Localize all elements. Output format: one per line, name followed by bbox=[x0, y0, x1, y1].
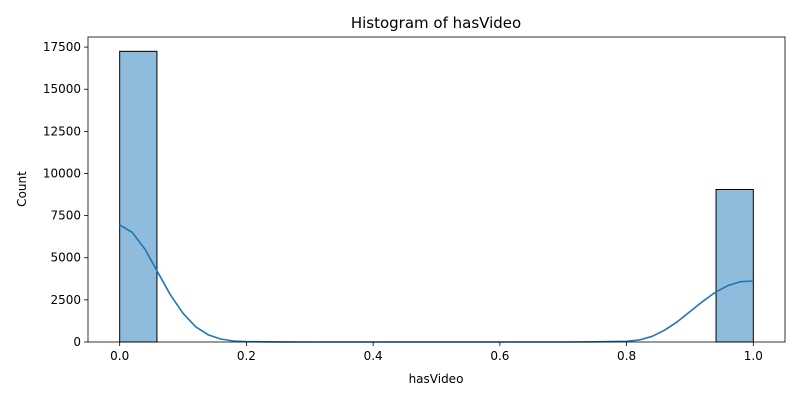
plot-frame bbox=[87, 36, 786, 343]
y-tick-label: 10000 bbox=[43, 166, 81, 180]
x-axis: 0.0 0.2 0.4 0.6 0.8 1.0 bbox=[110, 342, 763, 363]
y-tick-label: 2500 bbox=[50, 293, 81, 307]
y-axis-label: Count bbox=[15, 171, 29, 207]
kde-line bbox=[119, 224, 754, 343]
x-tick-label: 1.0 bbox=[744, 349, 763, 363]
y-tick-label: 7500 bbox=[50, 209, 81, 223]
y-tick-label: 5000 bbox=[50, 251, 81, 265]
chart-title: Histogram of hasVideo bbox=[351, 14, 521, 32]
y-tick-label: 0 bbox=[73, 335, 81, 349]
x-tick-label: 0.4 bbox=[364, 349, 383, 363]
x-axis-label: hasVideo bbox=[409, 372, 464, 386]
x-tick-label: 0.2 bbox=[237, 349, 256, 363]
y-axis: 0 2500 5000 7500 10000 12500 15000 17500 bbox=[43, 40, 88, 349]
x-tick-label: 0.6 bbox=[490, 349, 509, 363]
y-tick-label: 12500 bbox=[43, 124, 81, 138]
histogram-bar-0 bbox=[119, 50, 158, 343]
y-tick-label: 17500 bbox=[43, 40, 81, 54]
y-tick-label: 15000 bbox=[43, 82, 81, 96]
x-tick-label: 0.0 bbox=[110, 349, 129, 363]
plot-area bbox=[119, 50, 754, 343]
histogram-bar-1 bbox=[715, 189, 754, 343]
x-tick-label: 0.8 bbox=[617, 349, 636, 363]
